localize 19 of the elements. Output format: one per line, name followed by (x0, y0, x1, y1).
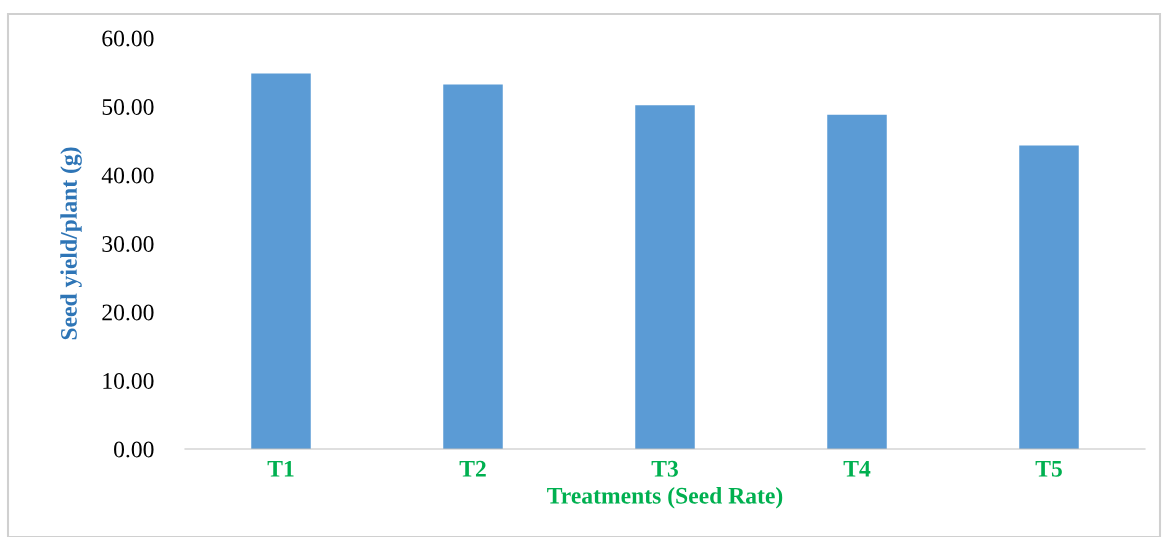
y-tick-label: 60.00 (102, 30, 154, 47)
x-axis-title: Treatments (Seed Rate) (547, 487, 783, 509)
bar (827, 114, 887, 449)
x-tick-label: T2 (459, 460, 486, 477)
x-tick-label: T4 (843, 460, 871, 477)
bar (443, 84, 503, 449)
x-tick-label: T1 (267, 460, 294, 477)
bar (635, 105, 695, 449)
x-tick-label: T5 (1035, 461, 1062, 477)
x-tick-label: T3 (651, 460, 678, 477)
y-tick-label: 30.00 (102, 235, 154, 253)
y-tick-label: 50.00 (102, 98, 154, 116)
y-tick-label: 40.00 (101, 167, 154, 184)
bar (251, 73, 311, 449)
y-tick-label: 20.00 (102, 304, 154, 321)
y-axis-title: Seed yield/plant (g) (60, 147, 82, 340)
y-tick-label: 10.00 (103, 372, 154, 390)
y-tick-label: 0.00 (114, 441, 154, 458)
bar (1019, 145, 1079, 449)
